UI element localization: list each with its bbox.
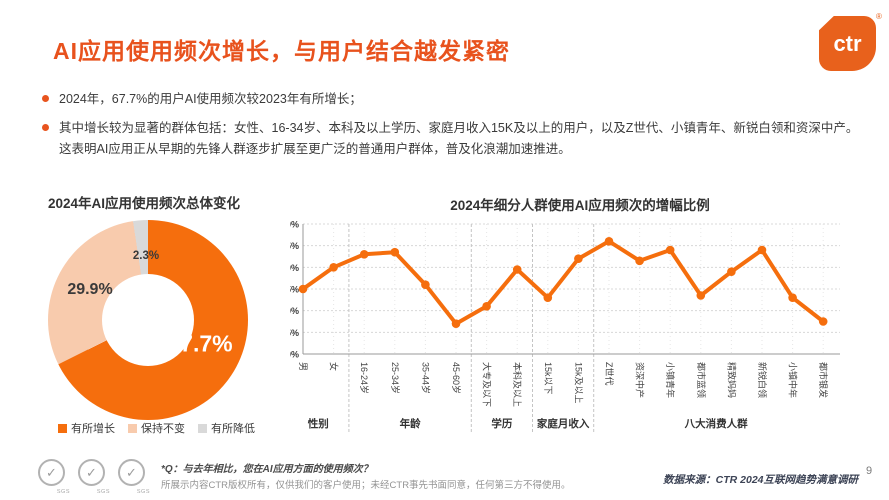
sgs-logo-icon: ✓ SGS: [118, 459, 150, 495]
svg-text:学历: 学历: [491, 417, 512, 430]
svg-text:60%: 60%: [290, 306, 299, 316]
x-axis-labels: 男 女 16-24岁 25-34岁 35-44岁 45-60岁 大专及以下 本科及以上 15k以…: [298, 362, 829, 407]
bullet-text: 其中增长较为显著的群体包括：女性、16-34岁、本科及以上学历、家庭月收入15K…: [59, 121, 859, 156]
svg-text:80%: 80%: [290, 220, 299, 230]
svg-text:男: 男: [298, 362, 308, 371]
donut-hole: [102, 274, 194, 366]
sgs-label: SGS: [96, 489, 110, 495]
line-chart: 50% 55% 60% 65% 70% 75% 80% 男 女 16-24岁 25-34岁 35-44…: [281, 210, 889, 455]
page-title: AI应用使用频次增长，与用户结合越发紧密: [53, 38, 510, 64]
legend-swatch: [128, 423, 137, 433]
group-labels: 性别 年龄 学历 家庭月收入 八大消费人群: [308, 417, 748, 430]
legend-label: 有所增长: [71, 423, 115, 435]
svg-text:都市蓝领: 都市蓝领: [696, 362, 707, 398]
data-source: 数据来源：CTR 2024互联网趋势满意调研: [663, 474, 858, 486]
bullet-dot-icon: [42, 124, 49, 132]
svg-text:50%: 50%: [290, 350, 299, 360]
check-icon: ✓: [38, 459, 65, 486]
svg-text:25-34岁: 25-34岁: [390, 362, 401, 394]
group-separators: [348, 224, 595, 432]
ctr-logo-text: ctr: [833, 30, 862, 56]
sgs-logo-icon: ✓ SGS: [38, 459, 70, 495]
donut-label-unchanged: 29.9%: [67, 281, 113, 298]
certification-logos: ✓ SGS ✓ SGS ✓ SGS: [38, 459, 150, 495]
bullet-text: 2024年，67.7%的用户AI使用频次较2023年有所增长；: [59, 92, 362, 106]
copyright-notice: 所展示内容CTR版权所有，仅供我们的客户使用；未经CTR事先书面同意，任何第三方…: [161, 480, 571, 491]
y-axis-labels: 50% 55% 60% 65% 70% 75% 80%: [281, 220, 299, 360]
svg-text:55%: 55%: [290, 328, 299, 338]
question-footnote: *Q：与去年相比，您在AI应用方面的使用频次？: [161, 464, 373, 475]
legend-item-increase: 有所增长: [58, 420, 115, 436]
svg-text:15k以下: 15k以下: [543, 362, 553, 395]
legend-item-unchanged: 保持不变: [128, 420, 185, 436]
svg-text:16-24岁: 16-24岁: [359, 362, 370, 394]
svg-text:性别: 性别: [308, 417, 329, 430]
donut-chart-title: 2024年AI应用使用频次总体变化: [48, 196, 241, 211]
bullet-item: 其中增长较为显著的群体包括：女性、16-34岁、本科及以上学历、家庭月收入15K…: [42, 118, 866, 159]
page-number: 9: [866, 465, 873, 477]
svg-text:70%: 70%: [290, 263, 299, 273]
check-icon: ✓: [78, 459, 105, 486]
donut-legend: 有所增长 保持不变 有所降低: [58, 420, 255, 436]
grid-lines: [302, 223, 840, 354]
svg-text:小镇青年: 小镇青年: [665, 362, 676, 398]
legend-swatch: [198, 423, 207, 433]
ctr-logo: ctr: [819, 16, 876, 71]
svg-text:都市银发: 都市银发: [818, 362, 829, 398]
svg-text:资深中产: 资深中产: [635, 362, 646, 398]
donut-label-increase: 67.7%: [167, 330, 233, 357]
bullet-item: 2024年，67.7%的用户AI使用频次较2023年有所增长；: [42, 89, 866, 109]
bullet-dot-icon: [42, 95, 49, 102]
svg-text:15k及以上: 15k及以上: [573, 362, 583, 404]
legend-item-decrease: 有所降低: [198, 420, 255, 436]
svg-text:新锐白领: 新锐白领: [757, 362, 768, 398]
sgs-label: SGS: [136, 489, 150, 495]
sgs-label: SGS: [56, 489, 70, 495]
svg-text:大专及以下: 大专及以下: [482, 362, 493, 407]
check-icon: ✓: [118, 459, 145, 486]
donut-label-decrease: 2.3%: [132, 250, 160, 262]
legend-swatch: [58, 423, 67, 433]
svg-text:年龄: 年龄: [400, 417, 421, 430]
donut-chart-block: 2024年AI应用使用频次总体变化 67.7% 29.9% 2.3% 有所增长 …: [48, 192, 298, 452]
svg-text:35-44岁: 35-44岁: [420, 362, 431, 394]
summary-bullets: 2024年，67.7%的用户AI使用频次较2023年有所增长； 其中增长较为显著…: [42, 89, 866, 168]
legend-label: 保持不变: [141, 423, 185, 435]
registered-trademark-icon: ®: [876, 12, 882, 21]
svg-text:45-60岁: 45-60岁: [451, 362, 462, 394]
line-chart-title: 2024年细分人群使用AI应用频次的增幅比例: [450, 198, 710, 213]
svg-text:精致妈妈: 精致妈妈: [726, 362, 737, 398]
svg-text:八大消费人群: 八大消费人群: [684, 417, 748, 430]
svg-text:65%: 65%: [290, 285, 299, 295]
donut-chart: 67.7% 29.9% 2.3%: [48, 220, 248, 420]
line-chart-svg: 50% 55% 60% 65% 70% 75% 80% 男 女 16-24岁 25-34岁 35-44…: [281, 220, 840, 432]
svg-text:本科及以上: 本科及以上: [512, 362, 523, 407]
svg-text:Z世代: Z世代: [604, 362, 615, 386]
svg-text:家庭月收入: 家庭月收入: [537, 417, 590, 430]
sgs-logo-icon: ✓ SGS: [78, 459, 110, 495]
legend-label: 有所降低: [211, 423, 255, 435]
svg-text:女: 女: [329, 362, 340, 371]
svg-text:小镇中年: 小镇中年: [788, 362, 799, 398]
svg-text:75%: 75%: [290, 241, 299, 251]
line-series: [298, 237, 828, 328]
